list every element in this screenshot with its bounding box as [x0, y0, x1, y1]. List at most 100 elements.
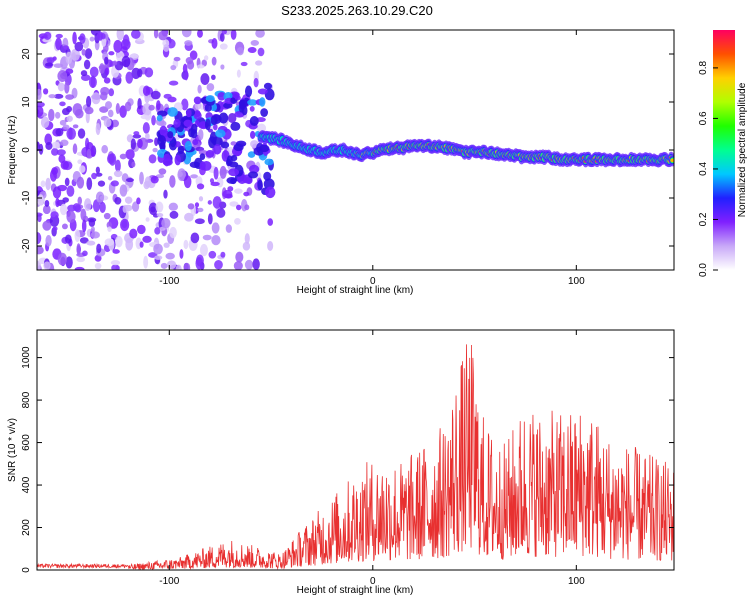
spectrogram-noise-blob — [206, 83, 215, 92]
spectrogram-noise-blob — [244, 204, 250, 211]
top-ytick-label: -20 — [21, 238, 32, 253]
spectrogram-noise-blob — [168, 80, 179, 86]
spectrogram-cluster-blob — [247, 171, 259, 179]
spectrogram-noise-blob — [68, 127, 73, 140]
spectrogram-noise-blob — [177, 168, 187, 182]
spectrogram-noise-blob — [153, 243, 163, 255]
spectrogram-noise-blob — [144, 67, 154, 78]
spectrogram-noise-blob — [103, 118, 112, 128]
top-xtick-label: -100 — [159, 276, 179, 287]
spectrogram-noise-blob — [183, 262, 191, 270]
spectrogram-noise-blob — [86, 177, 93, 191]
spectrogram-noise-blob — [163, 93, 172, 99]
bottom-xtick-label: 0 — [370, 576, 376, 587]
spectrogram-noise-blob — [169, 210, 179, 219]
spectrogram-noise-blob — [43, 88, 49, 95]
spectrogram-noise-blob — [77, 159, 83, 165]
spectrogram-noise-blob — [43, 261, 51, 270]
spectrogram-noise-blob — [77, 196, 83, 205]
spectrogram-noise-blob — [154, 137, 159, 147]
spectrogram-noise-blob — [194, 218, 205, 225]
spectrogram-noise-blob — [212, 196, 222, 209]
spectrogram-noise-blob — [148, 202, 158, 216]
spectrogram-noise-blob — [257, 47, 265, 57]
top-ytick-label: 0 — [21, 147, 32, 153]
spectrogram-noise-blob — [136, 68, 143, 78]
spectrogram-noise-blob — [166, 260, 177, 270]
spectrogram-cluster-blob — [186, 109, 192, 118]
spectrogram-noise-blob — [91, 92, 101, 105]
spectrogram-noise-blob — [113, 170, 123, 178]
spectrogram-noise-blob — [195, 257, 203, 270]
spectrogram-noise-blob — [53, 93, 64, 99]
spectrogram-noise-blob — [119, 184, 128, 197]
snr-panel: -100 0 100 0 200 400 600 800 1000 Height of str… — [7, 329, 675, 596]
spectrogram-noise-blob — [213, 166, 219, 180]
spectrogram-noise-blob — [150, 175, 159, 184]
spectrogram-noise-blob — [198, 128, 204, 141]
colorbar-tick-label: 0.4 — [698, 162, 709, 176]
spectrogram-noise-blob — [130, 138, 136, 150]
spectrogram-noise-blob — [51, 148, 59, 156]
spectrogram-cluster-blob — [217, 91, 226, 101]
spectrogram-noise-blob — [72, 124, 79, 129]
spectrogram-cluster-blob — [265, 186, 276, 199]
spectrogram-cluster-blob — [157, 135, 167, 147]
ridge-peak — [670, 158, 674, 162]
spectrogram-noise-blob — [52, 186, 62, 199]
spectrogram-noise-blob — [124, 101, 132, 112]
spectrogram-noise-blob — [169, 175, 176, 188]
spectrogram-noise-blob — [244, 233, 250, 245]
spectrogram-noise-blob — [37, 214, 42, 223]
spectrogram-cluster-blob — [220, 141, 230, 149]
spectrogram-cluster-blob — [201, 160, 212, 171]
spectrogram-noise-blob — [136, 224, 146, 235]
spectrogram-noise-blob — [55, 127, 64, 137]
spectrogram-cluster-blob — [250, 130, 256, 139]
spectrogram-cluster-blob — [247, 151, 256, 158]
spectrogram-noise-blob — [255, 60, 263, 66]
spectrogram-cluster-blob — [205, 95, 215, 103]
spectrogram-noise-blob — [187, 203, 195, 210]
spectrogram-noise-blob — [139, 171, 144, 185]
spectrogram-cluster-blob — [193, 96, 202, 105]
spectrogram-cluster-blob — [247, 99, 258, 106]
spectrogram-cluster-blob — [263, 171, 272, 181]
spectrogram-noise-blob — [55, 111, 61, 119]
spectrogram-noise-blob — [90, 150, 95, 157]
spectrogram-noise-blob — [151, 115, 156, 126]
spectrogram-noise-blob — [158, 30, 168, 41]
spectrogram-noise-blob — [183, 239, 189, 250]
spectrogram-blobs — [37, 30, 674, 270]
bottom-xtick-label: 100 — [568, 576, 585, 587]
spectrogram-noise-blob — [163, 242, 170, 248]
spectrogram-noise-blob — [200, 243, 208, 257]
spectrogram-noise-blob — [84, 48, 93, 59]
spectrogram-noise-blob — [173, 56, 181, 62]
spectrogram-cluster-blob — [199, 153, 206, 161]
spectrogram-noise-blob — [56, 149, 66, 156]
spectrogram-noise-blob — [65, 94, 75, 100]
spectrogram-noise-blob — [66, 115, 73, 122]
spectrogram-noise-blob — [152, 147, 158, 153]
bottom-ylabel: SNR (10 * v/v) — [7, 418, 18, 482]
spectrogram-noise-blob — [121, 220, 128, 229]
spectrogram-noise-blob — [104, 56, 109, 65]
bottom-ytick-label: 0 — [21, 567, 32, 573]
colorbar-tick-label: 0.8 — [698, 61, 709, 75]
spectrogram-noise-blob — [77, 128, 86, 139]
spectrogram-noise-blob — [148, 104, 155, 111]
spectrogram-cluster-blob — [258, 144, 270, 153]
spectrogram-cluster-blob — [188, 128, 195, 138]
spectrogram-cluster-blob — [184, 140, 192, 152]
spectrogram-noise-blob — [190, 174, 199, 179]
spectrogram-noise-blob — [183, 175, 192, 189]
spectrogram-cluster-blob — [205, 149, 215, 158]
spectrogram-noise-blob — [203, 55, 209, 61]
spectrogram-noise-blob — [125, 177, 134, 183]
spectrogram-noise-blob — [148, 154, 157, 164]
spectrogram-noise-blob — [74, 109, 84, 119]
spectrogram-noise-blob — [249, 106, 255, 112]
spectrogram-noise-blob — [37, 246, 44, 255]
